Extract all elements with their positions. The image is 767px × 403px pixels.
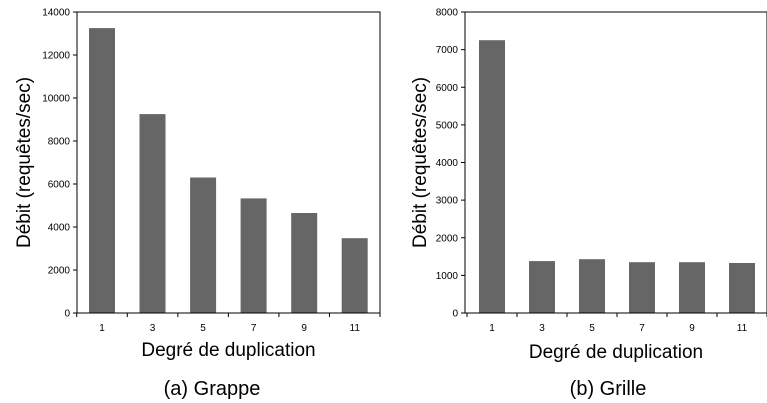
chart-caption: (b) Grille [570, 378, 647, 400]
x-tick-label: 1 [489, 323, 495, 334]
y-axis-title: Débit (requêtes/sec) [14, 77, 35, 248]
x-tick-label: 5 [200, 323, 206, 334]
y-tick-label: 1000 [436, 271, 459, 282]
y-tick-label: 2000 [436, 233, 459, 244]
bar-5 [579, 259, 605, 313]
x-tick-label: 1 [99, 323, 105, 334]
plot-frame [464, 11, 767, 314]
x-axis-title: Degré de duplication [141, 340, 315, 361]
bar-1 [479, 40, 505, 313]
y-tick-label: 4000 [48, 223, 71, 234]
y-tick-label: 3000 [436, 196, 459, 207]
chart-caption: (a) Grappe [164, 378, 261, 400]
y-tick-label: 12000 [42, 51, 70, 62]
chart-grappe: 0 2000 4000 6000 8000 10000 12000 14000 1 3 5 7 9 11 D… [14, 8, 381, 400]
y-tick-label: 6000 [436, 83, 459, 94]
plot-frame [76, 11, 381, 314]
y-tick-label: 7000 [436, 45, 459, 56]
bar-7 [629, 262, 655, 313]
x-tick-label: 7 [251, 323, 257, 334]
x-tick-label: 11 [737, 323, 748, 334]
bar-11 [729, 263, 755, 313]
y-tick-label: 10000 [42, 94, 70, 105]
bar-11 [341, 238, 368, 313]
y-axis-title: Débit (requêtes/sec) [410, 77, 431, 248]
x-axis-title: Degré de duplication [529, 342, 703, 363]
y-tick-label: 0 [64, 309, 70, 320]
y-tick-label: 5000 [436, 120, 459, 131]
y-tick-label: 2000 [48, 266, 71, 277]
bar-1 [89, 28, 115, 313]
bar-3 [139, 114, 166, 313]
y-tick-label: 8000 [436, 8, 459, 19]
x-tick-label: 5 [589, 323, 595, 334]
bar-3 [529, 261, 555, 313]
y-tick-label: 4000 [436, 158, 459, 169]
y-tick-label: 14000 [42, 8, 70, 19]
y-tick-label: 0 [452, 309, 458, 320]
x-tick-label: 3 [150, 323, 156, 334]
x-tick-label: 11 [350, 323, 361, 334]
bar-9 [291, 213, 318, 313]
bar-9 [679, 262, 705, 313]
x-tick-label: 3 [539, 323, 545, 334]
x-tick-label: 9 [301, 323, 307, 334]
bar-7 [240, 198, 267, 313]
x-tick-label: 9 [689, 323, 695, 334]
y-tick-label: 6000 [48, 180, 71, 191]
y-tick-label: 8000 [48, 137, 71, 148]
x-tick-label: 7 [639, 323, 645, 334]
bar-5 [190, 177, 217, 313]
chart-grille: 0 1000 2000 3000 4000 5000 6000 7000 8000 1 3 5 7 9 11… [410, 8, 767, 400]
